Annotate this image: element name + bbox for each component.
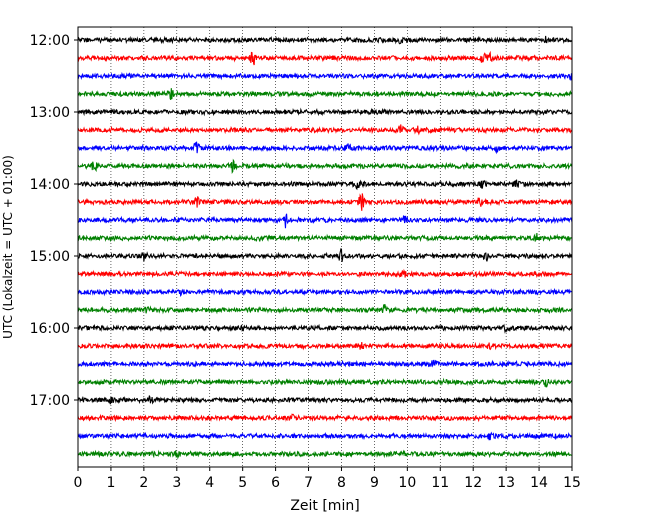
y-axis-title: UTC (Lokalzeit = UTC + 01:00)	[1, 155, 15, 339]
trace-line	[77, 107, 573, 117]
x-tick-label: 6	[271, 475, 280, 491]
y-tick-label: 14:00	[30, 177, 70, 193]
trace-line	[77, 141, 573, 155]
trace-line	[77, 193, 573, 211]
x-tick-label: 13	[497, 475, 515, 491]
trace-line	[77, 304, 573, 315]
trace-line	[77, 323, 573, 334]
trace-line	[77, 88, 573, 101]
trace-line	[77, 449, 573, 460]
x-tick-label: 15	[563, 475, 581, 491]
trace-line	[77, 287, 573, 297]
x-tick-label: 14	[530, 475, 548, 491]
trace-line	[77, 359, 573, 369]
trace-line	[77, 341, 573, 351]
trace-line	[77, 395, 573, 405]
x-tick-label: 5	[238, 475, 247, 491]
trace-line	[77, 158, 573, 175]
trace-line	[77, 233, 573, 243]
trace-line	[77, 124, 573, 136]
trace-line	[77, 268, 573, 279]
x-axis-title: Zeit [min]	[290, 498, 359, 514]
x-tick-label: 10	[398, 475, 416, 491]
y-tick-label: 12:00	[30, 33, 70, 49]
y-axis: 12:00 13:00 14:00 15:00 16:00 17:00	[30, 33, 78, 409]
trace-line	[77, 35, 573, 45]
x-tick-label: 4	[205, 475, 214, 491]
y-tick-label: 17:00	[30, 393, 70, 409]
trace-series	[77, 35, 573, 460]
x-tick-label: 2	[139, 475, 148, 491]
trace-line	[77, 431, 573, 441]
x-tick-label: 12	[464, 475, 482, 491]
x-tick-label: 3	[172, 475, 181, 491]
trace-line	[77, 50, 573, 66]
trace-line	[77, 213, 573, 229]
trace-line	[77, 413, 573, 423]
trace-line	[77, 71, 573, 81]
x-axis: 0 1 2 3 4 5 6 7 8 9 10 11 12 13 14 15	[74, 467, 581, 491]
trace-line	[77, 179, 573, 191]
trace-line	[77, 248, 573, 262]
x-tick-label: 8	[337, 475, 346, 491]
x-tick-label: 0	[74, 475, 83, 491]
x-tick-label: 1	[106, 475, 115, 491]
x-tick-label: 7	[304, 475, 313, 491]
y-tick-label: 16:00	[30, 321, 70, 337]
plot-frame	[77, 26, 573, 468]
y-tick-label: 15:00	[30, 249, 70, 265]
grid-lines	[110, 27, 540, 467]
x-tick-label: 11	[431, 475, 449, 491]
y-tick-label: 13:00	[30, 105, 70, 121]
x-tick-label: 9	[370, 475, 379, 491]
trace-line	[77, 377, 573, 388]
